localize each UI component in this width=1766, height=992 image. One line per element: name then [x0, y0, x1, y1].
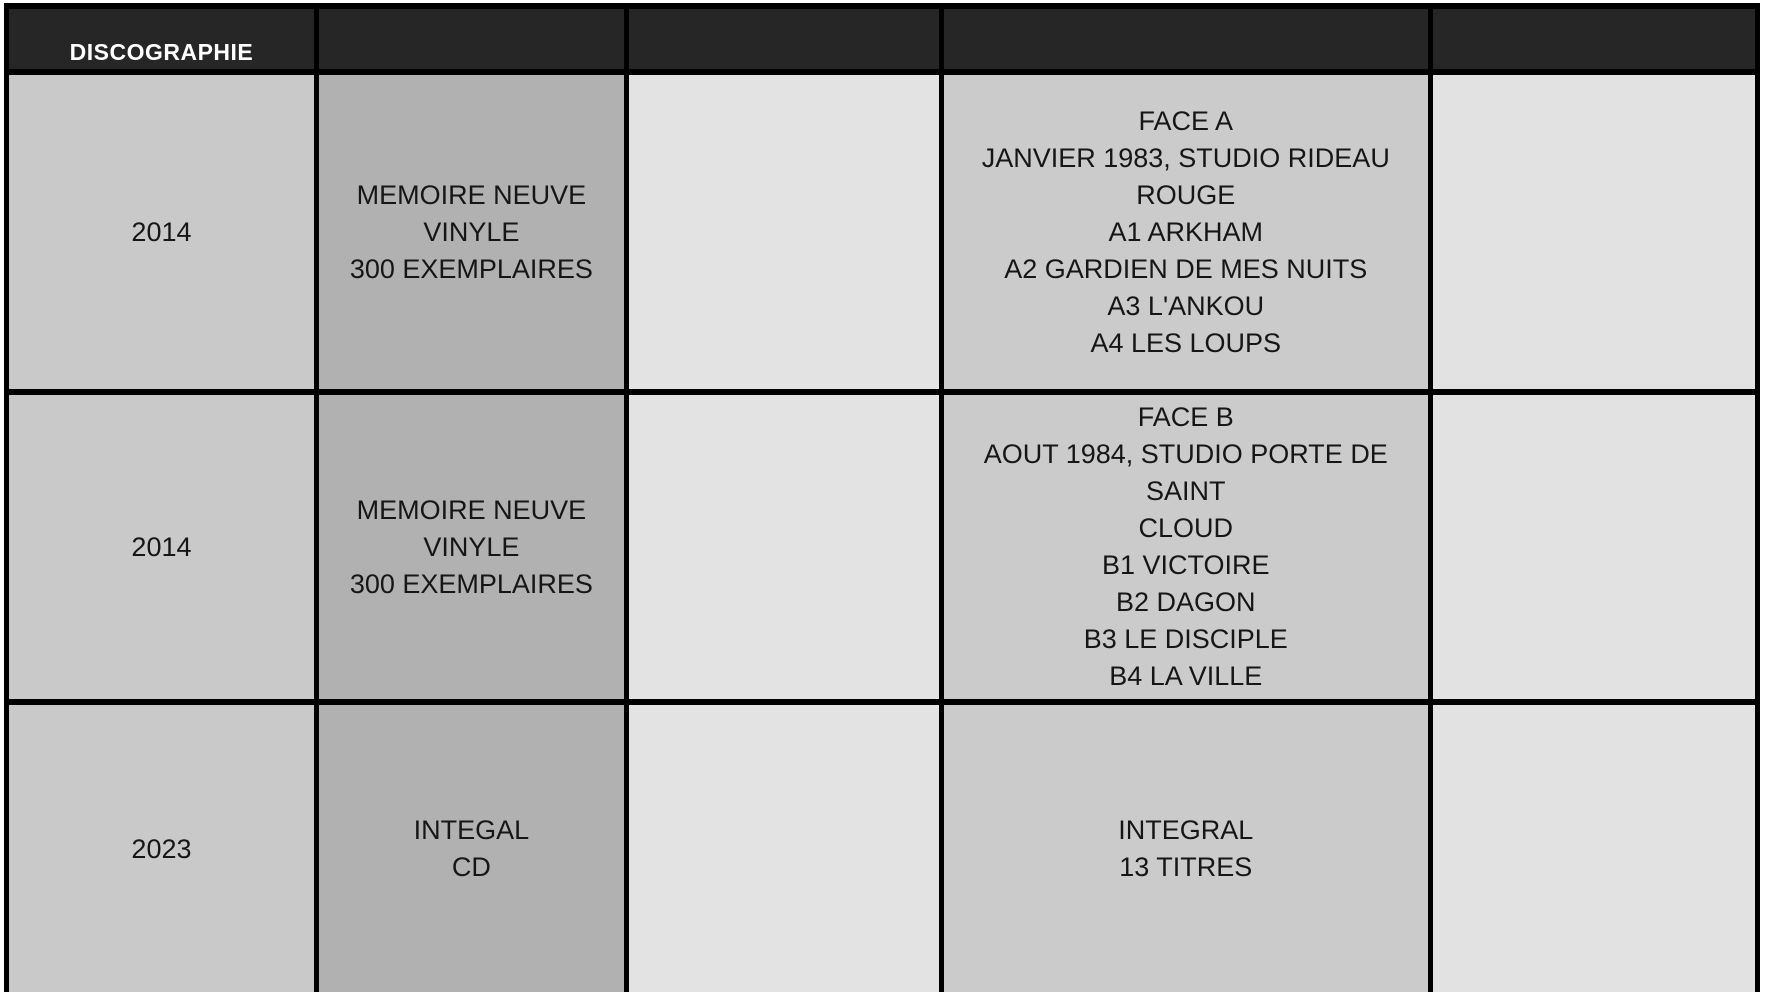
empty-cell: [623, 69, 945, 395]
year-cell: 2014: [4, 389, 319, 705]
header-cell-discographie: DISCOGRAPHIE: [4, 3, 319, 75]
table-row-2023-integral: 2023 INTEGAL CD INTEGRAL 13 TITRES: [4, 699, 1761, 992]
table-row-2014-face-a: 2014 MEMOIRE NEUVE VINYLE 300 EXEMPLAIRE…: [4, 69, 1761, 395]
header-cell-empty: [623, 3, 945, 75]
tracklist-cell: FACE B AOUT 1984, STUDIO PORTE DE SAINT …: [939, 389, 1433, 705]
year-cell: 2014: [4, 69, 319, 395]
tracklist-cell: INTEGRAL 13 TITRES: [939, 699, 1433, 992]
empty-cell: [1427, 389, 1761, 705]
year-cell: 2023: [4, 699, 319, 992]
empty-cell: [1427, 699, 1761, 992]
discography-table: DISCOGRAPHIE 2014 MEMOIRE NEUVE VINYLE 3…: [4, 3, 1761, 992]
release-cell: MEMOIRE NEUVE VINYLE 300 EXEMPLAIRES: [313, 389, 629, 705]
tracklist-cell: FACE A JANVIER 1983, STUDIO RIDEAU ROUGE…: [939, 69, 1433, 395]
header-cell-empty: [313, 3, 629, 75]
table-header-row: DISCOGRAPHIE: [4, 3, 1761, 75]
release-cell: INTEGAL CD: [313, 699, 629, 992]
release-cell: MEMOIRE NEUVE VINYLE 300 EXEMPLAIRES: [313, 69, 629, 395]
table-title: DISCOGRAPHIE: [69, 39, 254, 65]
header-cell-empty: [1427, 3, 1761, 75]
header-cell-empty: [939, 3, 1433, 75]
empty-cell: [1427, 69, 1761, 395]
empty-cell: [623, 389, 945, 705]
table-row-2014-face-b: 2014 MEMOIRE NEUVE VINYLE 300 EXEMPLAIRE…: [4, 389, 1761, 705]
empty-cell: [623, 699, 945, 992]
